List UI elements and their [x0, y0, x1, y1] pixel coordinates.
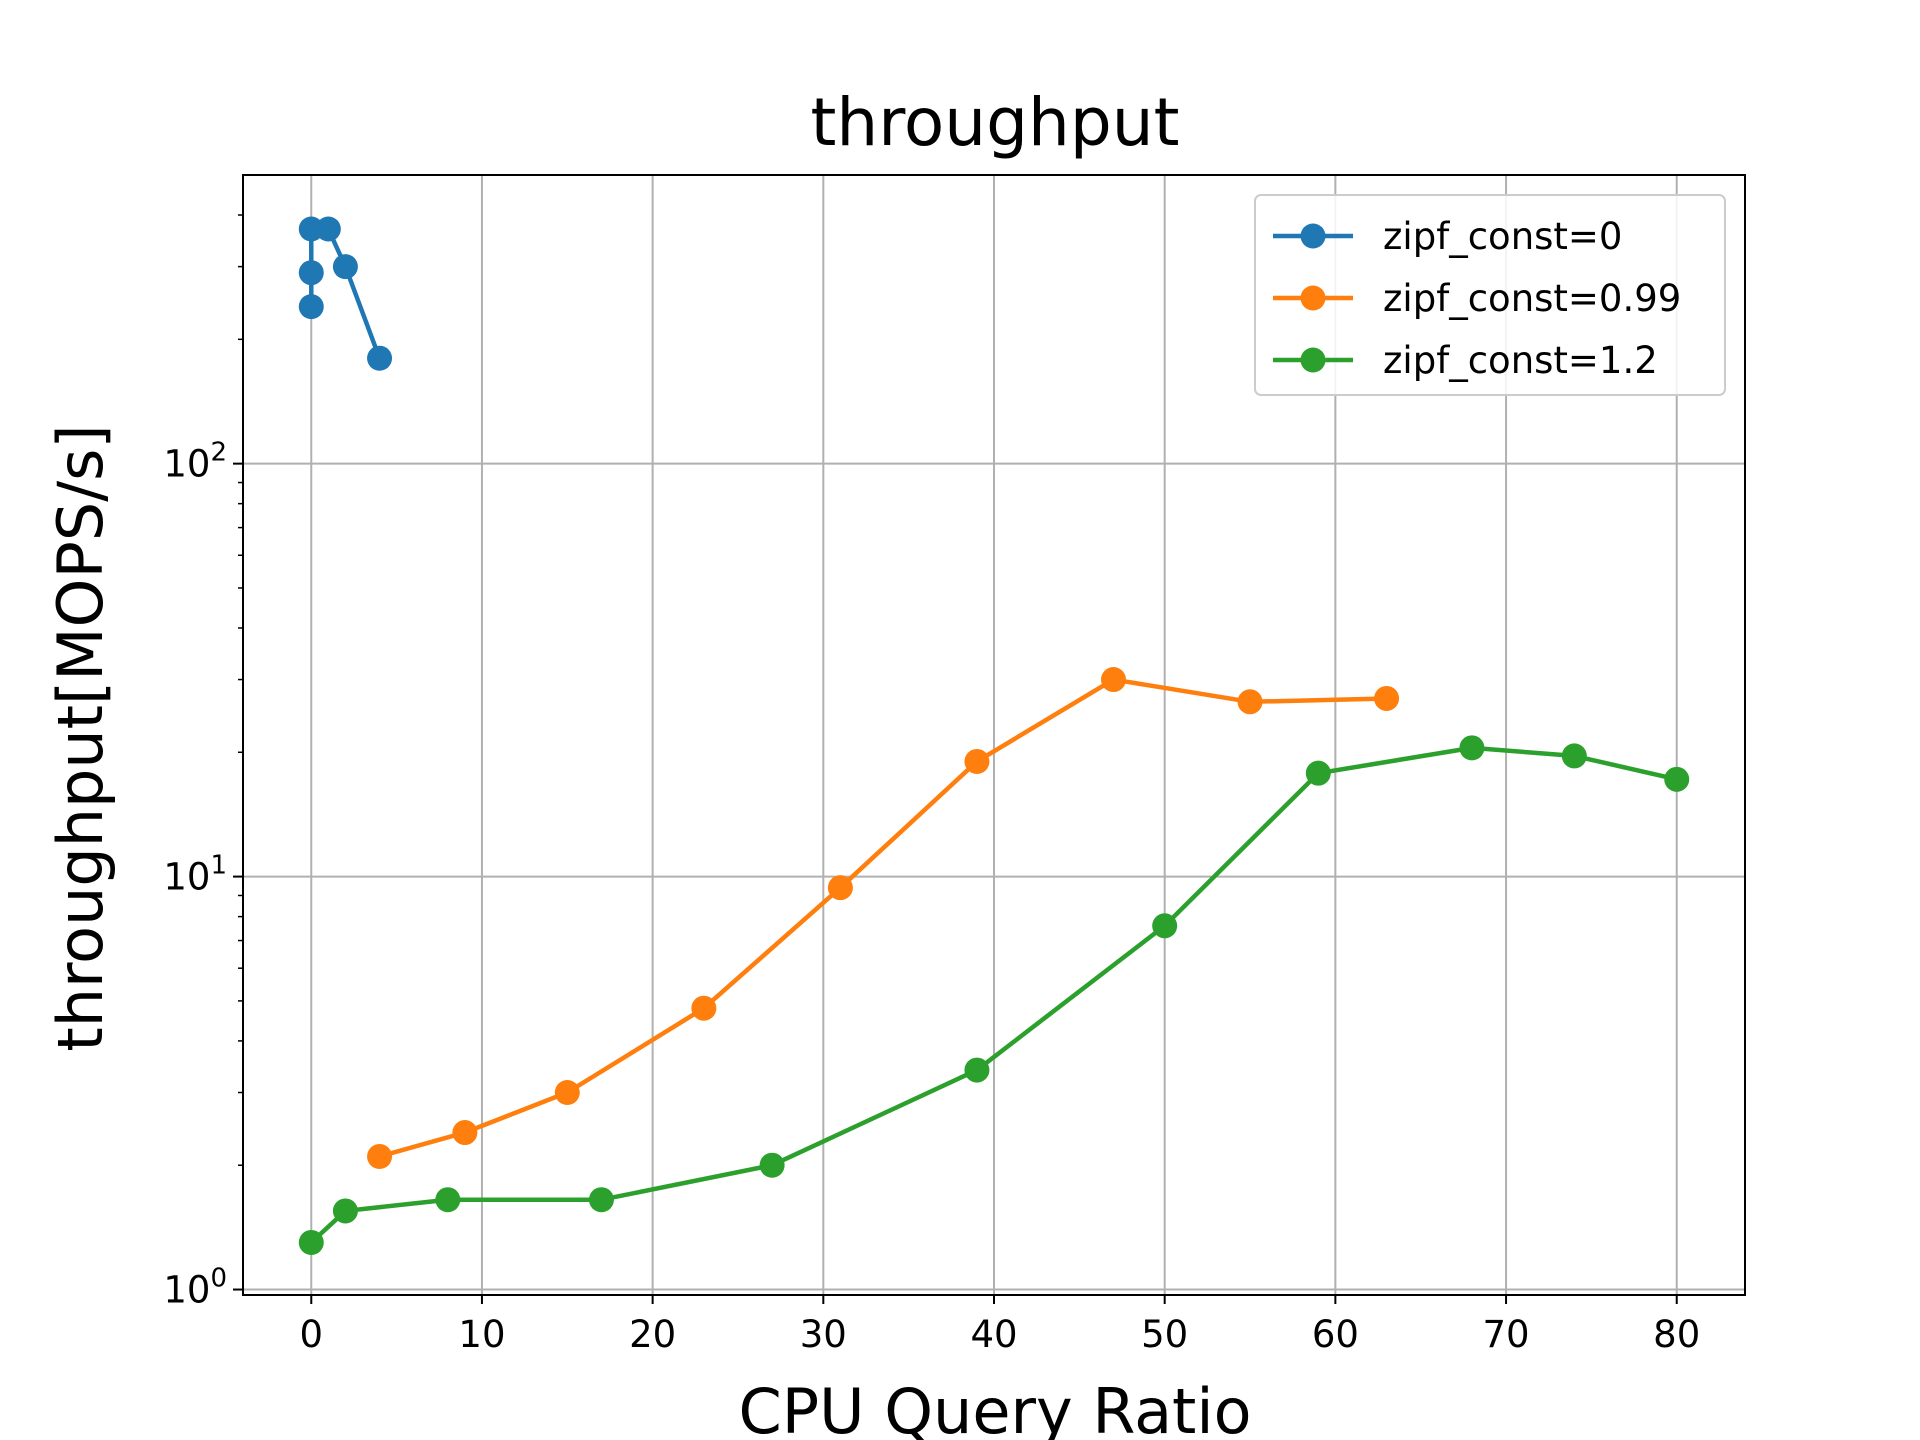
- legend-label: zipf_const=1.2: [1383, 339, 1658, 382]
- x-tick-label: 10: [458, 1313, 505, 1356]
- x-tick-label: 30: [800, 1313, 847, 1356]
- x-tick-label: 50: [1141, 1313, 1188, 1356]
- x-axis-label: CPU Query Ratio: [738, 1375, 1251, 1440]
- data-point: [298, 260, 324, 286]
- data-point: [554, 1080, 580, 1106]
- data-point: [1664, 766, 1690, 792]
- data-point: [588, 1187, 614, 1213]
- legend-marker: [1300, 347, 1326, 373]
- data-point: [827, 875, 853, 901]
- legend-marker: [1300, 285, 1326, 311]
- legend-box: [1254, 194, 1726, 396]
- x-tick-label: 40: [970, 1313, 1017, 1356]
- y-tick-label: 101: [163, 851, 227, 899]
- data-point: [1152, 913, 1178, 939]
- x-axis-ticks: 0 10 20 30 40 50 60 70 80: [299, 1295, 1700, 1356]
- data-point: [1237, 689, 1263, 715]
- data-point: [964, 748, 990, 774]
- series-0: [298, 216, 393, 371]
- y-axis-ticks: 100 101 102: [163, 214, 243, 1312]
- data-point: [691, 995, 717, 1021]
- y-tick-label: 100: [163, 1264, 227, 1312]
- chart-title: throughput: [811, 84, 1180, 161]
- data-point: [435, 1187, 461, 1213]
- data-point: [367, 1143, 393, 1169]
- data-point: [1374, 685, 1400, 711]
- data-point: [1305, 760, 1331, 786]
- y-tick-label: 102: [163, 438, 227, 486]
- legend-label: zipf_const=0: [1383, 215, 1622, 258]
- data-point: [332, 254, 358, 280]
- x-tick-label: 80: [1653, 1313, 1700, 1356]
- series-1: [367, 667, 1400, 1169]
- y-axis-label: throughput[MOPS/s]: [44, 424, 117, 1051]
- data-point: [964, 1057, 990, 1083]
- data-point: [298, 294, 324, 320]
- x-tick-label: 20: [629, 1313, 676, 1356]
- x-tick-label: 70: [1482, 1313, 1529, 1356]
- legend-marker: [1300, 223, 1326, 249]
- data-point: [298, 1229, 324, 1255]
- data-point: [1100, 667, 1126, 693]
- data-point: [332, 1198, 358, 1224]
- data-point: [367, 345, 393, 371]
- legend-item: zipf_const=0: [1273, 215, 1622, 258]
- data-point: [452, 1120, 478, 1146]
- legend-label: zipf_const=0.99: [1383, 277, 1681, 320]
- legend-item: zipf_const=1.2: [1273, 339, 1658, 382]
- x-tick-label: 0: [299, 1313, 323, 1356]
- legend: zipf_const=0 zipf_const=0.99 zipf_const=1.…: [1254, 194, 1726, 396]
- data-point: [759, 1152, 785, 1178]
- series-2: [298, 735, 1690, 1255]
- legend-item: zipf_const=0.99: [1273, 277, 1681, 320]
- data-point: [1561, 743, 1587, 769]
- x-tick-label: 60: [1312, 1313, 1359, 1356]
- series-layer: [298, 216, 1690, 1255]
- data-point: [315, 216, 341, 242]
- data-point: [1459, 735, 1485, 761]
